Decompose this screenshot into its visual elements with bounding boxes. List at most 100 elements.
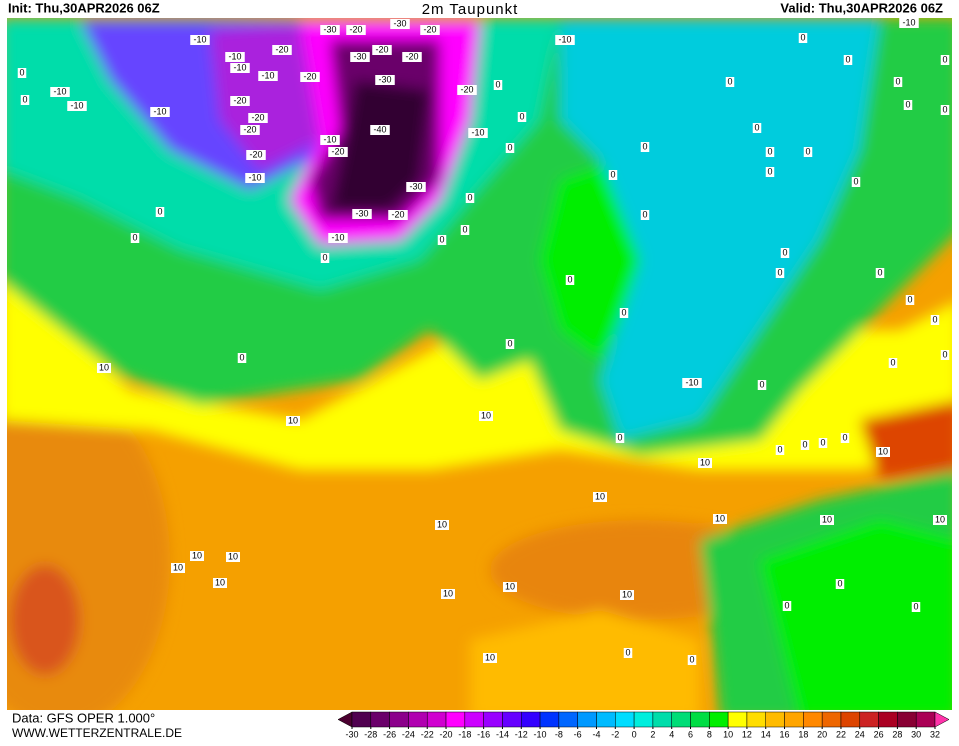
contour-label: 10 [715, 513, 725, 523]
colorbar-swatch [389, 711, 409, 728]
colorbar-swatch [727, 711, 748, 728]
contour-label: 0 [617, 432, 622, 442]
contour-label: 0 [877, 267, 882, 277]
contour-label-box [608, 170, 618, 180]
contour-label: 0 [777, 444, 782, 454]
contour-label: 0 [782, 247, 787, 257]
contour-label-box [225, 52, 245, 62]
contour-label: 0 [157, 206, 162, 216]
contour-label-box [698, 458, 712, 468]
contour-label-box [713, 514, 727, 524]
contour-label: 0 [754, 122, 759, 132]
contour-label-box [765, 147, 775, 157]
contour-label-box [50, 87, 70, 97]
contour-label-box [752, 123, 762, 133]
contour-label: 0 [802, 439, 807, 449]
contour-label-box [375, 75, 395, 85]
contour-label: 0 [642, 209, 647, 219]
contour-label: 0 [610, 169, 615, 179]
contour-label: 0 [439, 234, 444, 244]
contour-label-box [190, 551, 204, 561]
contour-label-box [230, 63, 250, 73]
contour-label-box [623, 648, 633, 658]
contour-label-box [328, 233, 348, 243]
contour-label-box [503, 582, 517, 592]
colorbar-swatch [840, 711, 861, 728]
contour-label-box [933, 515, 947, 525]
contour-label: 0 [759, 379, 764, 389]
colorbar-swatch [915, 711, 936, 728]
contour-label: 10 [443, 588, 453, 598]
contour-label-box [493, 80, 503, 90]
colorbar-swatch [370, 711, 390, 728]
contour-label-box [286, 416, 300, 426]
contour-label: 0 [837, 578, 842, 588]
contour-label-box [505, 143, 515, 153]
colorbar-tick-label: -4 [592, 729, 600, 739]
contour-label-box [505, 339, 515, 349]
contour-label-box [240, 125, 260, 135]
colorbar-tick-label: -22 [421, 729, 434, 739]
contour-label: 10 [288, 415, 298, 425]
contour-label-box [615, 433, 625, 443]
contour-label: -30 [353, 51, 366, 61]
colorbar-swatch [596, 711, 616, 728]
map-title: 2m Taupunkt [422, 1, 519, 18]
contour-label-box [245, 173, 265, 183]
contour-label: 0 [322, 252, 327, 262]
contour-label: -10 [70, 100, 83, 110]
contour-label: -10 [902, 17, 915, 27]
contour-label: -30 [355, 208, 368, 218]
colorbar-tick-label: -8 [555, 729, 563, 739]
colorbar-swatch [615, 711, 635, 728]
contour-label: -10 [331, 232, 344, 242]
contour-label: 0 [625, 647, 630, 657]
colorbar-swatch [351, 711, 372, 728]
init-time: Init: Thu,30APR2026 06Z [8, 0, 160, 15]
contour-label-box [775, 268, 785, 278]
contour-label: 0 [845, 54, 850, 64]
contour-label: 10 [481, 410, 491, 420]
contour-label: -30 [323, 24, 336, 34]
contour-label-box [388, 210, 408, 220]
contour-label: -20 [251, 112, 264, 122]
contour-label: 0 [22, 94, 27, 104]
colorbar-tick-label: 20 [817, 729, 827, 739]
contour-label: -30 [409, 181, 422, 191]
contour-label: 10 [878, 446, 888, 456]
contour-label: 0 [689, 654, 694, 664]
contour-label: 10 [822, 514, 832, 524]
contour-label: 10 [505, 581, 515, 591]
colorbar-tick-label: 12 [742, 729, 752, 739]
colorbar-swatch [483, 711, 503, 728]
contour-label: 10 [173, 562, 183, 572]
colorbar-swatch [558, 711, 578, 728]
contour-label-box [876, 447, 890, 457]
contour-label: -10 [53, 86, 66, 96]
colorbar-tick-label: 32 [930, 729, 940, 739]
colorbar-tick-label: 14 [761, 729, 771, 739]
contour-label: -10 [248, 172, 261, 182]
contour-label: 0 [842, 432, 847, 442]
contour-label-box [226, 552, 240, 562]
colorbar-tick-label: -18 [458, 729, 471, 739]
colorbar-tick-label: 4 [669, 729, 674, 739]
contour-label-box [468, 128, 488, 138]
colorbar-swatch [521, 711, 541, 728]
contour-label: -20 [233, 95, 246, 105]
colorbar-swatch [878, 711, 898, 728]
contour-label-box [940, 105, 950, 115]
contour-label: 0 [519, 111, 524, 121]
contour-label-box [483, 653, 497, 663]
contour-label: 0 [507, 338, 512, 348]
contour-label: 0 [805, 146, 810, 156]
contour-label: -10 [193, 34, 206, 44]
colorbar-tick-label: 26 [874, 729, 884, 739]
contour-label: -10 [471, 127, 484, 137]
contour-label: 0 [907, 294, 912, 304]
colorbar-tick-label: 6 [688, 729, 693, 739]
contour-label: -10 [261, 70, 274, 80]
contour-label: 0 [767, 146, 772, 156]
contour-label-box [406, 182, 426, 192]
contour-label-box [619, 308, 629, 318]
